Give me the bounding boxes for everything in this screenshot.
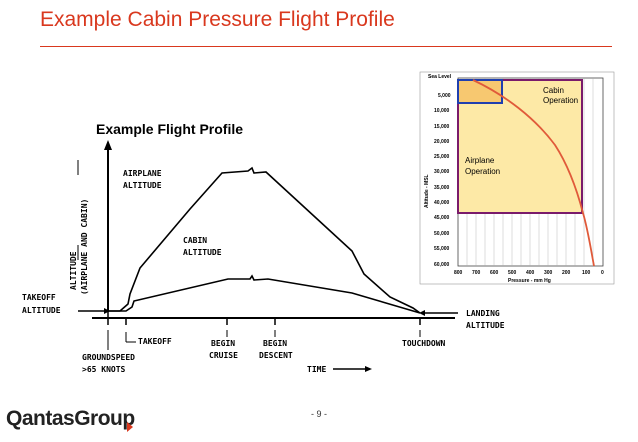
begin-cruise-label-2: CRUISE — [209, 351, 238, 360]
airplane-operation-label-1: Airplane — [465, 156, 495, 165]
airplane-altitude-label-1: AIRPLANE — [123, 169, 162, 178]
title-divider — [40, 46, 612, 47]
begin-descent-label-1: BEGIN — [263, 339, 287, 348]
cabin-altitude-label-1: CABIN — [183, 236, 207, 245]
y-axis-arrow — [104, 140, 112, 150]
pressure-altitude-curve — [472, 79, 595, 267]
x-tick-label: 700 — [472, 270, 481, 276]
y-tick-label: 35,000 — [434, 185, 450, 191]
x-tick-label: 100 — [582, 270, 591, 276]
y-tick-label: 20,000 — [434, 139, 450, 145]
inset-y-axis-title: Altitude - MSL — [424, 174, 430, 208]
flight-profile-label: Example Flight Profile — [96, 121, 244, 137]
cabin-altitude-curve — [108, 274, 421, 314]
airplane-operation-label-2: Operation — [465, 167, 500, 176]
x-tick-label: 800 — [454, 270, 463, 276]
takeoff-altitude-label-2: ALTITUDE — [22, 306, 61, 315]
page-number: - 9 - — [311, 409, 328, 419]
takeoff-event-label: TAKEOFF — [138, 337, 172, 346]
touchdown-label: TOUCHDOWN — [402, 339, 446, 348]
y-tick-label: 5,000 — [438, 93, 451, 99]
airplane-altitude-curve — [108, 166, 421, 314]
inset-y-ticks: Sea Level 5,000 10,000 15,000 20,000 25,… — [428, 74, 452, 268]
y-tick-label: 50,000 — [434, 231, 450, 237]
y-tick-label: 10,000 — [434, 108, 450, 114]
landing-altitude-label-2: ALTITUDE — [466, 321, 505, 330]
landing-altitude-label-1: LANDING — [466, 309, 500, 318]
y-tick-label: 15,000 — [434, 124, 450, 130]
takeoff-altitude-label-1: TAKEOFF — [22, 293, 56, 302]
slide-title: Example Cabin Pressure Flight Profile — [40, 8, 395, 31]
y-axis-label-2: (AIRPLANE AND CABIN) — [80, 199, 89, 295]
y-tick-label: 30,000 — [434, 169, 450, 175]
groundspeed-label-1: GROUNDSPEED — [82, 353, 135, 362]
qantas-group-logo: QantasGroup — [6, 407, 135, 430]
y-tick-label: 60,000 — [434, 262, 450, 268]
logo-triangle-icon — [127, 422, 133, 432]
y-tick-label: 40,000 — [434, 200, 450, 206]
airplane-altitude-label-2: ALTITUDE — [123, 181, 162, 190]
y-tick-label: 25,000 — [434, 154, 450, 160]
time-axis-label: TIME — [307, 365, 326, 374]
begin-descent-label-2: DESCENT — [259, 351, 293, 360]
x-tick-label: 400 — [526, 270, 535, 276]
cabin-operation-label-2: Operation — [543, 96, 578, 105]
x-tick-label: 200 — [562, 270, 571, 276]
y-axis-label-1: ALTITUDE — [69, 251, 78, 290]
inset-x-ticks: 800 700 600 500 400 300 200 100 0 — [454, 270, 604, 276]
y-tick-label: 55,000 — [434, 246, 450, 252]
y-tick-label: 45,000 — [434, 215, 450, 221]
begin-cruise-label-1: BEGIN — [211, 339, 235, 348]
cabin-altitude-label-2: ALTITUDE — [183, 248, 222, 257]
cabin-operation-box — [457, 79, 503, 104]
x-tick-label: 300 — [544, 270, 553, 276]
y-tick-label: Sea Level — [428, 74, 452, 80]
groundspeed-label-2: >65 KNOTS — [82, 365, 126, 374]
cabin-operation-label-1: Cabin — [543, 86, 564, 95]
inset-x-axis-title: Pressure - mm Hg — [508, 278, 551, 284]
x-tick-label: 500 — [508, 270, 517, 276]
x-tick-label: 0 — [601, 270, 604, 276]
x-tick-label: 600 — [490, 270, 499, 276]
